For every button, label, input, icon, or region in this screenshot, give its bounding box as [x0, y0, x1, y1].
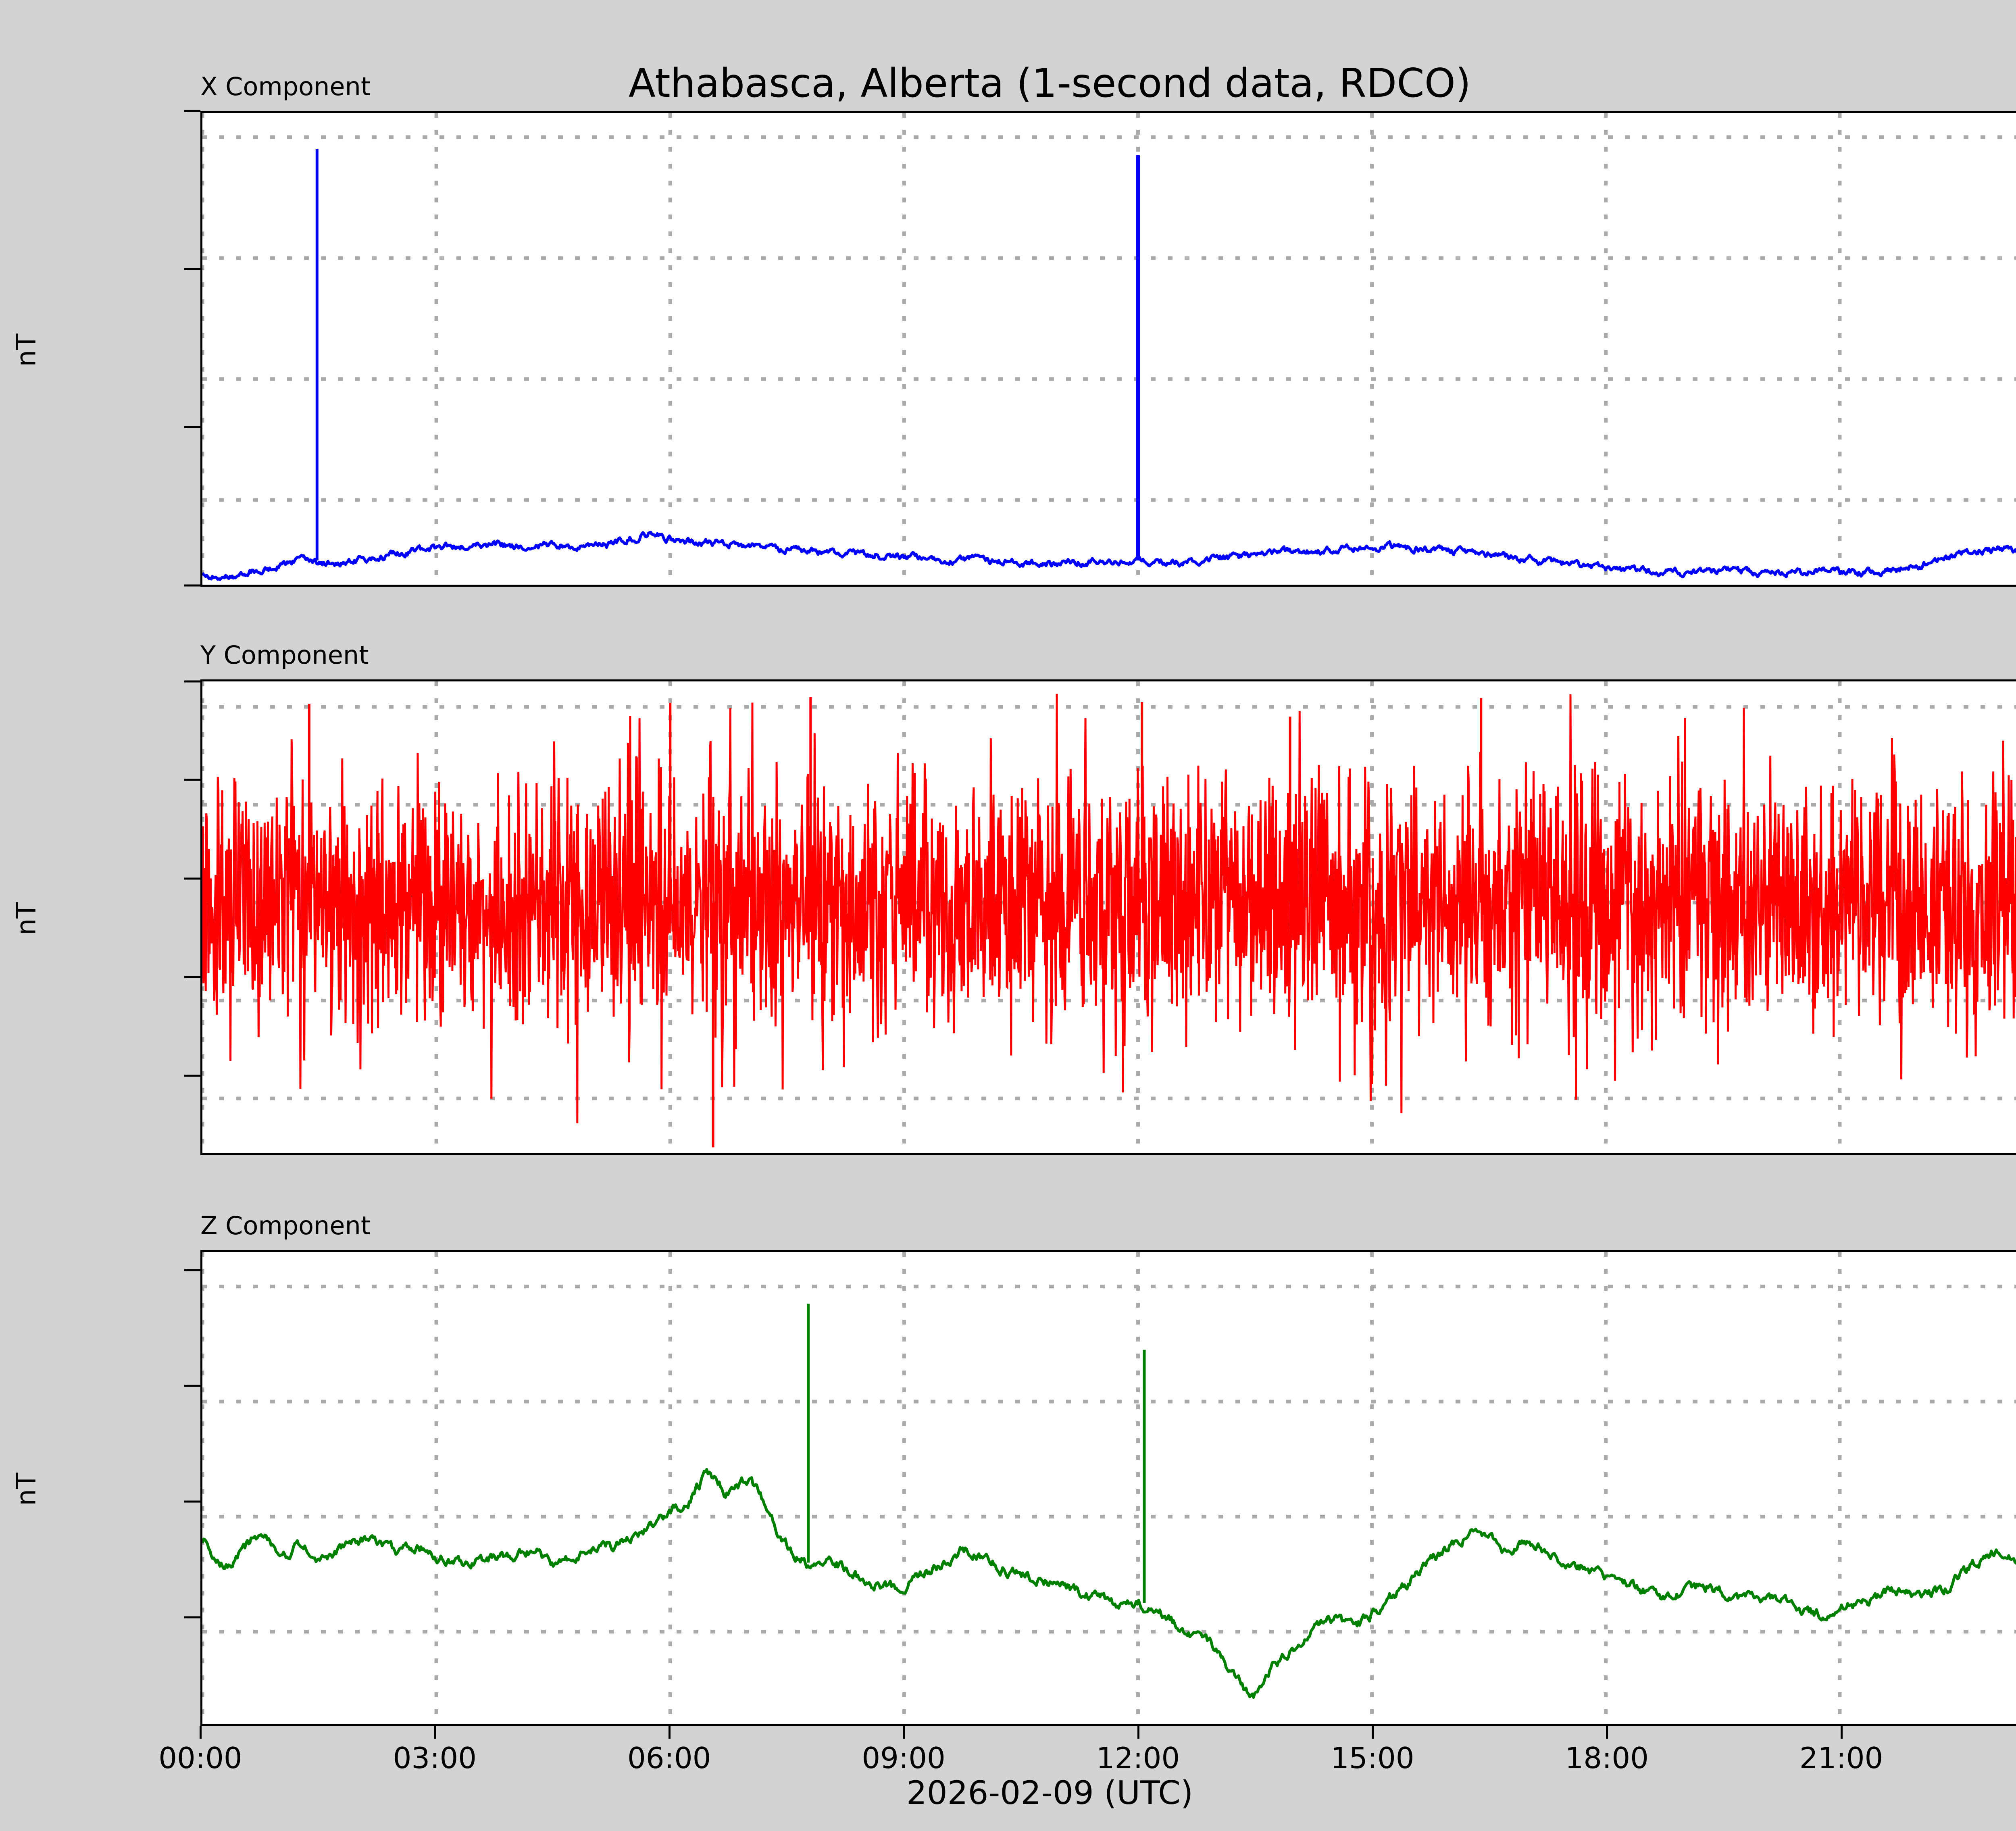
xtick-mark-0600 — [668, 1726, 671, 1739]
ytick-mark-x-13400 — [184, 268, 200, 270]
y-axis-label-y: nT — [10, 902, 42, 935]
ytick-mark-y-40000 — [184, 680, 200, 683]
xtick-mark-1500 — [1371, 1726, 1374, 1739]
ytick-mark-z-53300 — [184, 1385, 200, 1387]
xtick-mark-1200 — [1137, 1726, 1139, 1739]
xtick-mark-0000 — [200, 1726, 202, 1739]
plot-canvas-z — [202, 1252, 2016, 1724]
ytick-mark-x-13200 — [184, 584, 200, 587]
xtick-label-1200: 12:00 — [1096, 1741, 1180, 1775]
xtick-label-0300: 03:00 — [393, 1741, 477, 1775]
xtick-label-1800: 18:00 — [1565, 1741, 1649, 1775]
panel-title-z: Z Component — [200, 1211, 371, 1240]
panel-title-x: X Component — [200, 72, 371, 101]
ytick-mark-y-30000 — [184, 877, 200, 880]
xtick-mark-0300 — [434, 1726, 436, 1739]
xtick-label-2100: 21:00 — [1799, 1741, 1883, 1775]
plot-area-x[interactable] — [200, 111, 2016, 587]
plot-canvas-x — [202, 113, 2016, 585]
x-axis-label: 2026-02-09 (UTC) — [906, 1774, 1193, 1812]
ytick-mark-y-20000 — [184, 1075, 200, 1077]
ytick-mark-z-53260 — [184, 1616, 200, 1619]
xtick-label-1500: 15:00 — [1331, 1741, 1414, 1775]
xtick-label-0600: 06:00 — [627, 1741, 711, 1775]
xtick-mark-0900 — [903, 1726, 905, 1739]
ytick-mark-x-13300 — [184, 426, 200, 428]
ytick-mark-y-25000 — [184, 976, 200, 978]
plot-area-y[interactable] — [200, 679, 2016, 1155]
ytick-mark-y-35000 — [184, 779, 200, 781]
plot-area-z[interactable] — [200, 1250, 2016, 1726]
ytick-mark-z-53320 — [184, 1269, 200, 1271]
xtick-mark-2100 — [1840, 1726, 1843, 1739]
y-axis-label-z: nT — [10, 1473, 42, 1506]
figure-title-line1: Athabasca, Alberta (1-second data, RDCO) — [628, 60, 1471, 107]
xtick-label-0900: 09:00 — [862, 1741, 946, 1775]
ytick-mark-x-13500 — [184, 110, 200, 112]
plot-canvas-y — [202, 681, 2016, 1153]
xtick-label-0000: 00:00 — [158, 1741, 242, 1775]
ytick-mark-z-53280 — [184, 1500, 200, 1503]
panel-title-y: Y Component — [200, 640, 369, 670]
xtick-mark-1800 — [1606, 1726, 1608, 1739]
y-axis-label-x: nT — [10, 333, 42, 367]
